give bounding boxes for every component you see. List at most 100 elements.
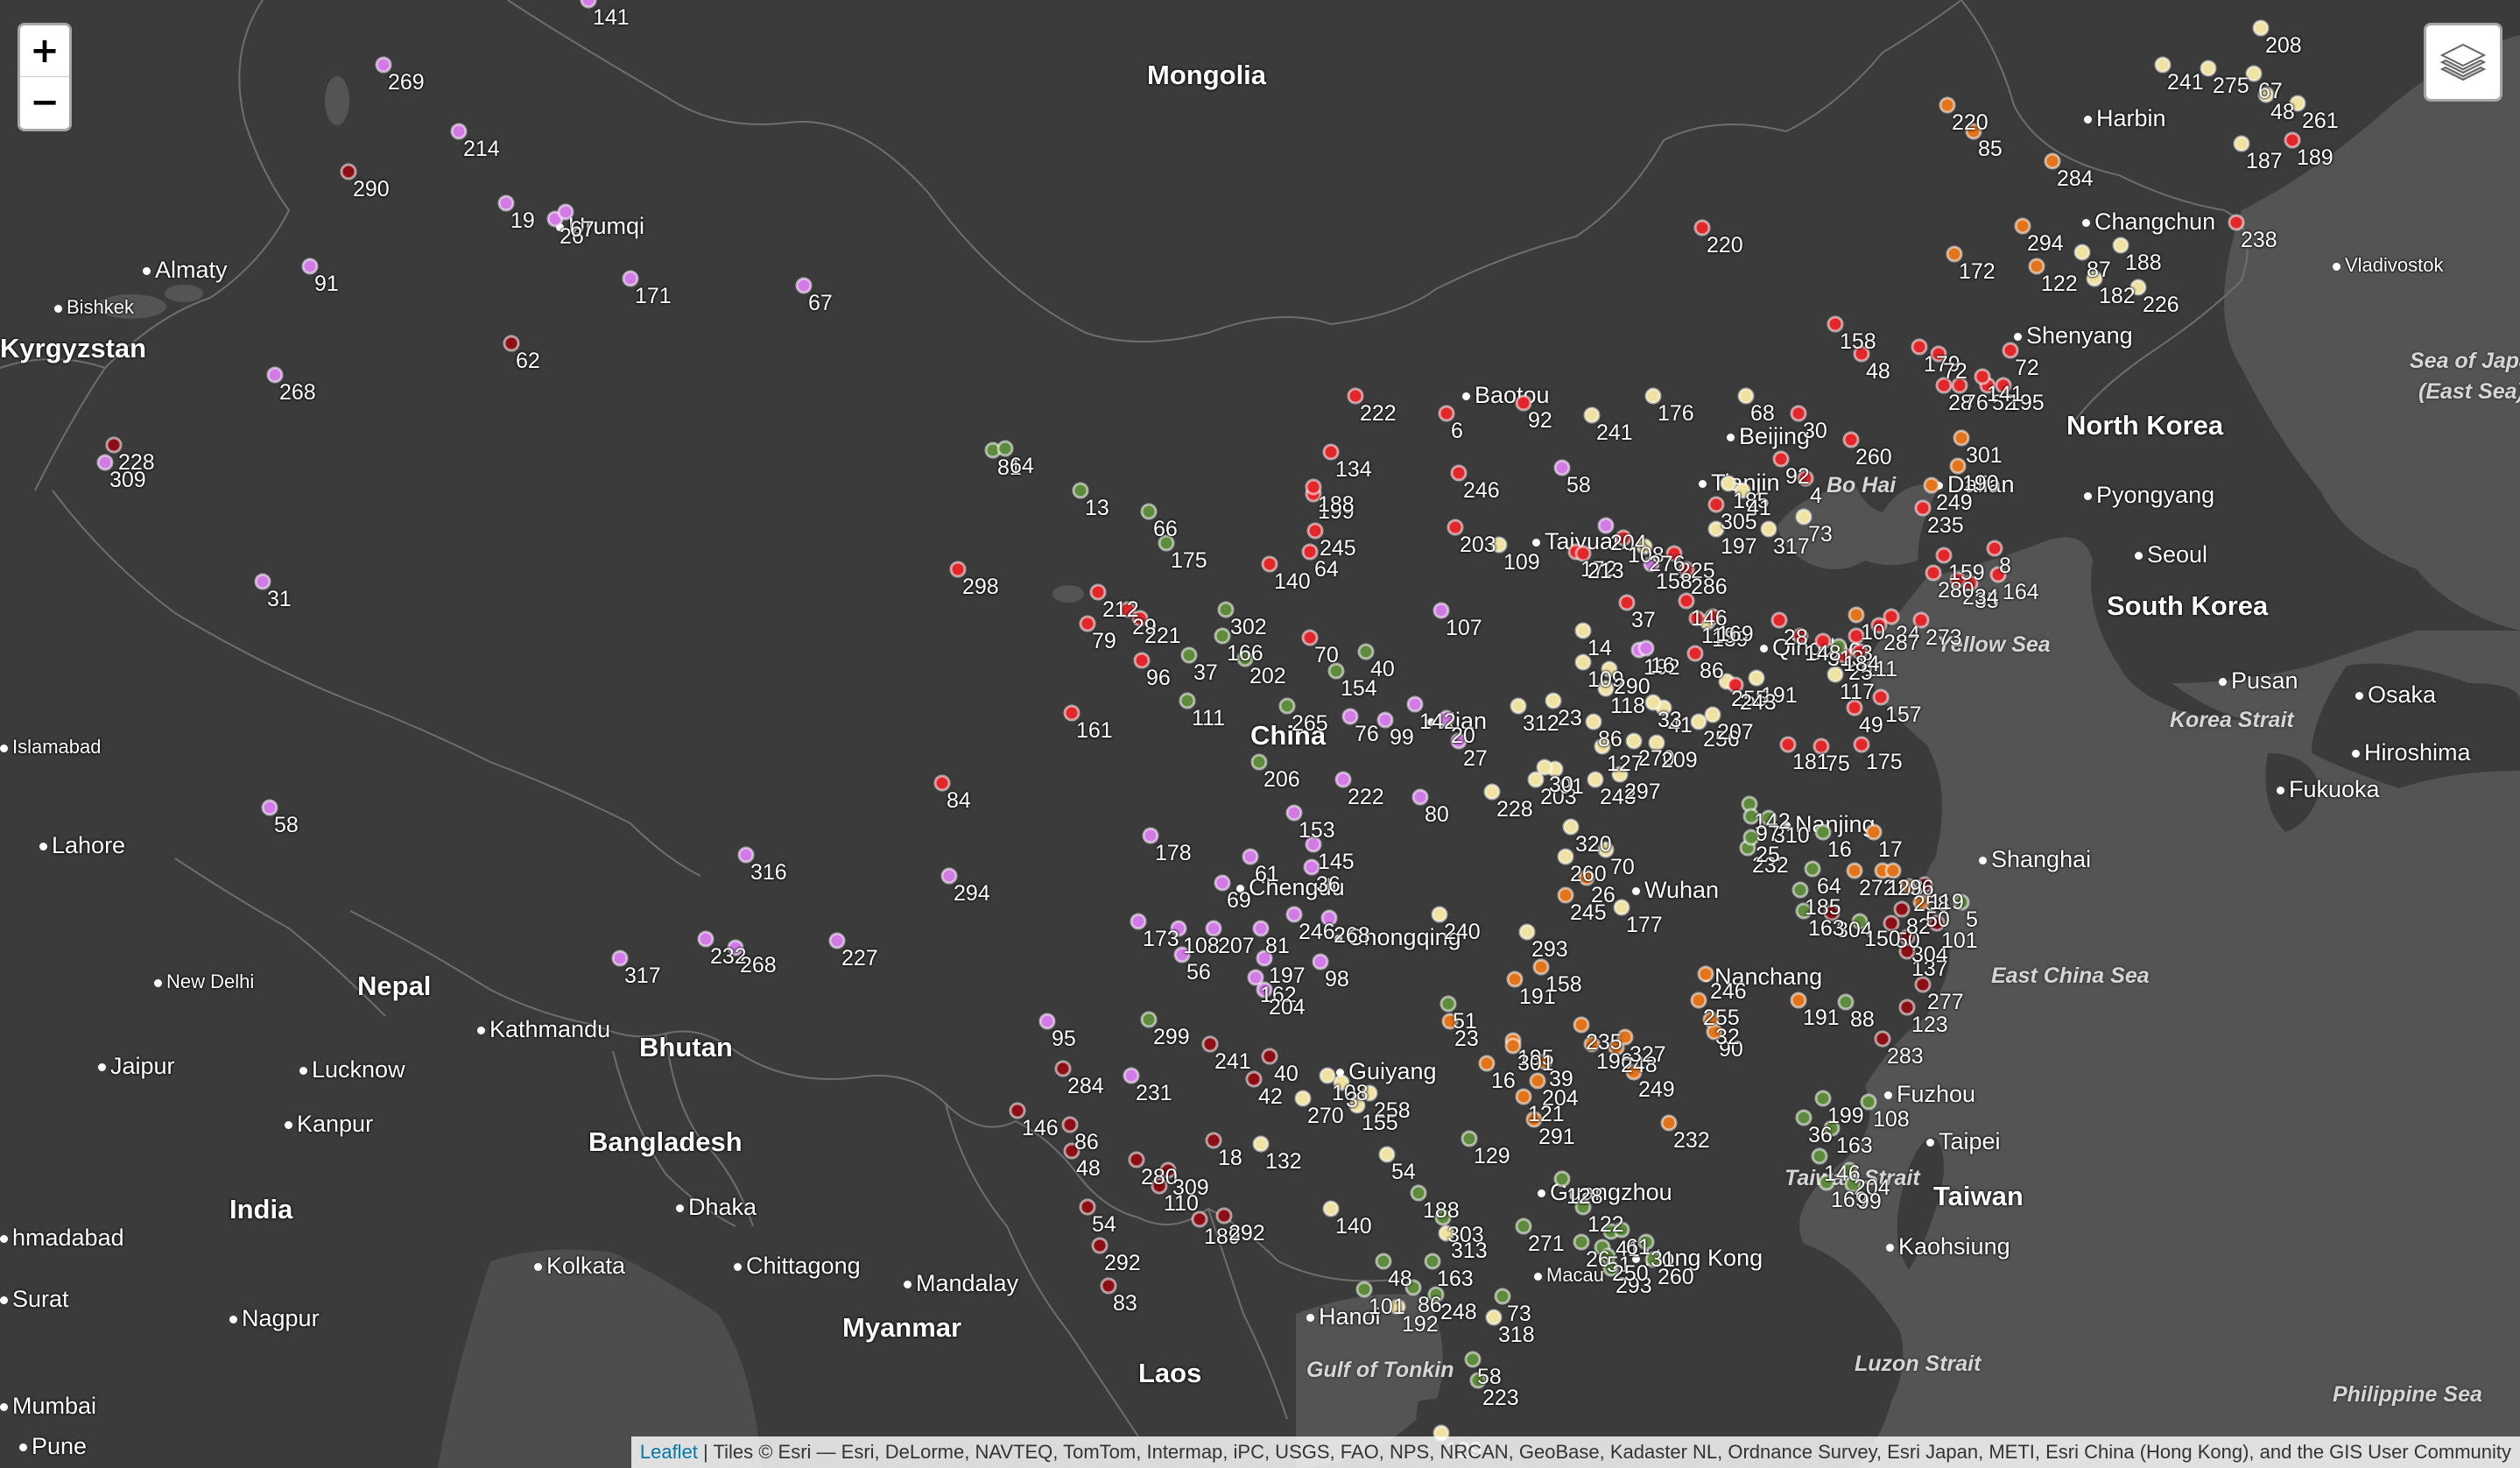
site-marker[interactable] [1986,540,2003,557]
site-marker[interactable] [1742,808,1760,825]
site-marker[interactable] [261,799,278,816]
site-marker[interactable] [1439,995,1457,1013]
site-marker[interactable] [1142,827,1159,844]
site-marker[interactable] [96,454,114,471]
site-marker[interactable] [1306,522,1324,540]
site-marker[interactable] [1893,900,1911,918]
site-marker[interactable] [2154,56,2172,74]
site-marker[interactable] [1438,1225,1455,1242]
site-marker[interactable] [1795,1109,1813,1126]
site-marker[interactable] [1707,520,1725,538]
site-marker[interactable] [1100,1277,1117,1295]
site-marker[interactable] [1131,610,1149,627]
site-marker[interactable] [1123,1067,1140,1084]
site-marker[interactable] [1431,906,1448,923]
site-marker[interactable] [1853,345,1870,363]
site-marker[interactable] [1333,1074,1350,1091]
site-marker[interactable] [2014,217,2031,235]
site-marker[interactable] [1532,958,1550,976]
site-marker[interactable] [1434,1209,1452,1226]
site-marker[interactable] [580,0,597,9]
site-marker[interactable] [1883,608,1900,625]
site-marker[interactable] [1406,695,1424,713]
site-marker[interactable] [1953,893,1970,911]
site-marker[interactable] [1914,976,1932,993]
site-marker[interactable] [1515,394,1532,412]
site-marker[interactable] [1490,536,1508,554]
site-marker[interactable] [1637,639,1655,657]
site-marker[interactable] [1158,534,1175,552]
site-marker[interactable] [1438,709,1455,727]
site-marker[interactable] [2086,270,2103,287]
site-marker[interactable] [1665,545,1683,562]
site-marker[interactable] [266,366,284,384]
site-marker[interactable] [1951,377,1968,394]
site-marker[interactable] [1704,706,1721,723]
site-marker[interactable] [1089,583,1107,601]
site-marker[interactable] [1795,902,1813,920]
site-marker[interactable] [1305,478,1322,496]
site-marker[interactable] [1009,1102,1026,1119]
site-marker[interactable] [1827,666,1844,683]
site-marker[interactable] [1644,387,1662,405]
site-marker[interactable] [557,203,574,221]
site-marker[interactable] [1319,1067,1336,1084]
site-marker[interactable] [1494,1288,1511,1305]
site-marker[interactable] [1079,615,1096,632]
site-marker[interactable] [795,277,813,294]
site-marker[interactable] [1804,860,1821,878]
site-marker[interactable] [1079,1198,1096,1216]
site-marker[interactable] [1361,1084,1378,1102]
site-marker[interactable] [1851,643,1869,660]
site-marker[interactable] [1860,1093,1877,1111]
site-marker[interactable] [1201,1035,1219,1053]
site-marker[interactable] [1322,443,1340,461]
site-marker[interactable] [1573,1016,1590,1034]
site-marker[interactable] [1874,1030,1891,1048]
site-marker[interactable] [1180,646,1198,664]
site-marker[interactable] [1562,818,1580,836]
site-marker[interactable] [1347,387,1364,405]
site-marker[interactable] [1949,571,1967,589]
site-marker[interactable] [2129,279,2147,296]
site-marker[interactable] [1790,405,1807,422]
site-marker[interactable] [1697,965,1714,983]
site-marker[interactable] [1553,459,1571,476]
site-marker[interactable] [1625,1063,1643,1081]
site-marker[interactable] [1410,1184,1427,1202]
site-marker[interactable] [2028,258,2045,275]
site-marker[interactable] [2233,135,2250,152]
site-marker[interactable] [1256,949,1273,967]
site-marker[interactable] [1334,771,1352,788]
leaflet-link[interactable]: Leaflet [639,1441,698,1463]
site-marker[interactable] [940,867,958,885]
site-marker[interactable] [1179,692,1196,709]
site-marker[interactable] [1140,1011,1158,1028]
site-marker[interactable] [1574,622,1592,639]
site-marker[interactable] [1205,920,1222,937]
site-marker[interactable] [949,561,967,578]
site-marker[interactable] [1965,123,1982,140]
site-marker[interactable] [1510,697,1527,715]
site-marker[interactable] [1660,1114,1678,1132]
site-marker[interactable] [1438,405,1455,422]
site-marker[interactable] [1974,368,1991,385]
site-marker[interactable] [1830,638,1848,655]
site-marker[interactable] [1303,858,1320,876]
site-marker[interactable] [1848,606,1865,624]
site-marker[interactable] [1256,981,1273,999]
site-marker[interactable] [1693,219,1711,236]
site-marker[interactable] [1242,848,1259,865]
site-marker[interactable] [2073,243,2091,261]
zoom-out-button[interactable]: − [20,77,69,129]
site-marker[interactable] [1214,627,1231,645]
site-marker[interactable] [1737,387,1755,405]
site-marker[interactable] [1597,680,1615,697]
site-marker[interactable] [2112,236,2129,254]
layers-control-button[interactable] [2424,23,2502,102]
site-marker[interactable] [1742,829,1760,846]
site-marker[interactable] [1912,893,1930,911]
site-marker[interactable] [1133,652,1151,669]
site-marker[interactable] [1404,1279,1422,1296]
site-marker[interactable] [1553,1170,1571,1188]
